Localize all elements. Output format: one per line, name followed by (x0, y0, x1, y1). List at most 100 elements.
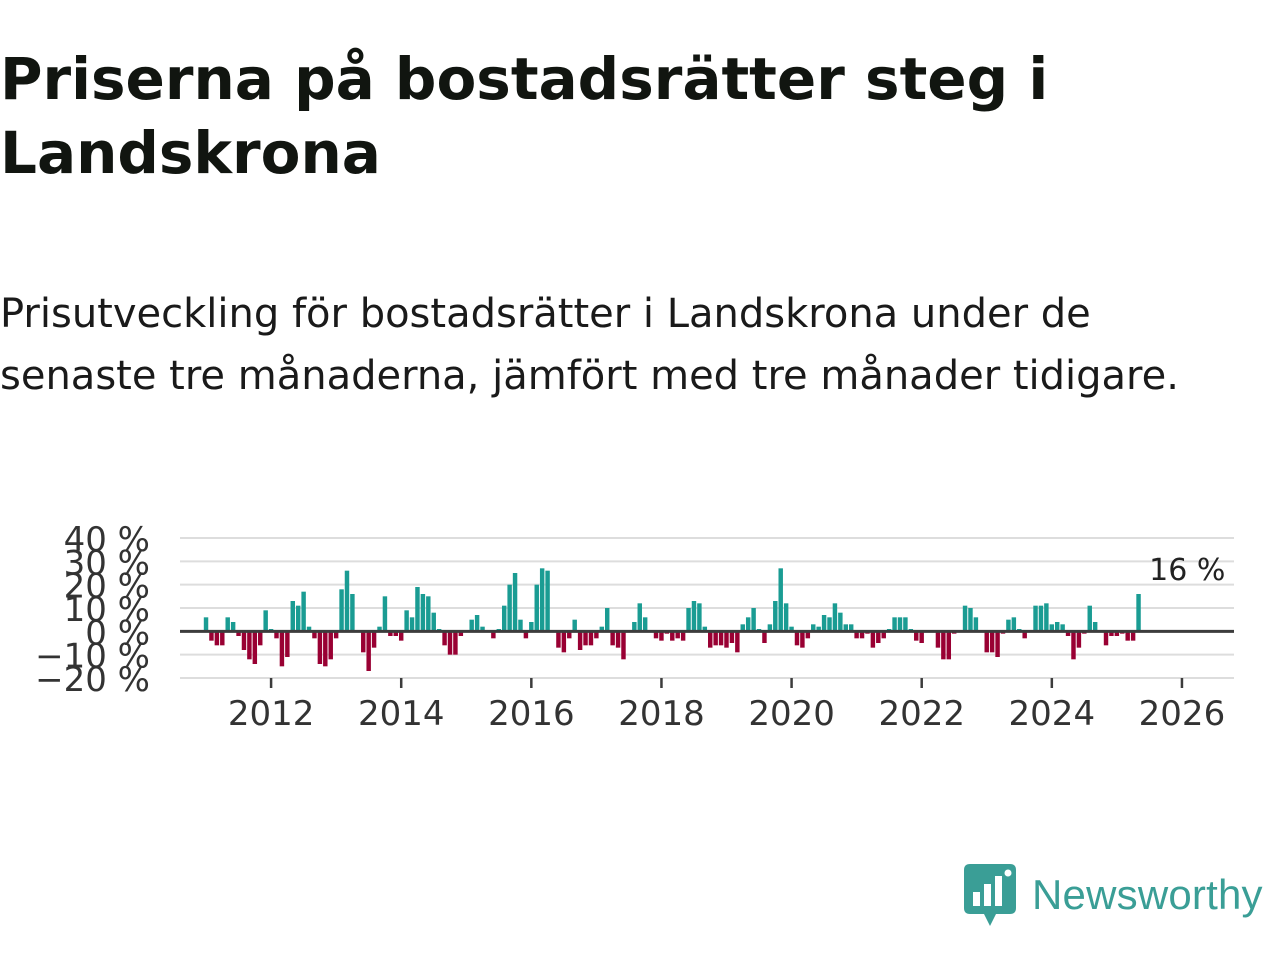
bar (621, 631, 626, 660)
bar (1033, 605, 1038, 632)
bar (333, 631, 339, 639)
newsworthy-logo-icon (964, 864, 1016, 926)
bar (691, 601, 697, 632)
y-tick-label: 10 % (64, 590, 150, 630)
bar (973, 617, 979, 632)
bar (713, 631, 718, 646)
bar (859, 631, 865, 639)
bar (821, 615, 827, 632)
bar (946, 631, 952, 660)
bar (572, 619, 577, 632)
x-tick-label: 2020 (748, 694, 835, 734)
bar (1109, 631, 1114, 636)
bar (431, 612, 436, 632)
bar (783, 603, 789, 632)
bar (919, 631, 924, 643)
bar (312, 631, 317, 639)
bar (230, 622, 236, 632)
bar (935, 631, 941, 648)
bar (642, 617, 648, 632)
bar (670, 631, 675, 641)
bar (588, 631, 594, 646)
bar (404, 610, 409, 632)
bar (778, 568, 783, 632)
bar (794, 631, 800, 646)
bar (881, 631, 886, 639)
bar (594, 631, 599, 639)
bar (1103, 631, 1109, 646)
bar (480, 626, 485, 632)
bar (702, 626, 708, 632)
bar (545, 570, 550, 632)
bar (735, 631, 740, 653)
bar (968, 608, 973, 632)
bar (816, 626, 821, 632)
bar (637, 603, 642, 632)
bar (583, 631, 588, 646)
bar (323, 631, 328, 667)
bar (914, 631, 919, 641)
bar (1044, 603, 1049, 632)
bar (214, 631, 220, 646)
bar (344, 570, 350, 632)
x-tick-label: 2024 (1009, 694, 1096, 734)
bar (1065, 631, 1071, 636)
bar (388, 631, 393, 636)
bar (556, 631, 561, 648)
bar (605, 608, 610, 632)
bar (1076, 631, 1082, 648)
x-tick-label: 2022 (878, 694, 965, 734)
bar (420, 594, 426, 632)
chart-title: Priserna på bostadsrätter steg i Landskr… (0, 45, 1049, 187)
bar (447, 631, 453, 655)
y-tick-label: 20 % (64, 567, 150, 607)
bar (1114, 631, 1120, 636)
bar (247, 631, 252, 660)
bar (393, 631, 399, 636)
bar (415, 587, 420, 632)
bar (290, 601, 295, 632)
y-tick-label: −20 % (35, 660, 150, 700)
bar (1011, 617, 1017, 632)
bar (995, 631, 1000, 657)
bar (751, 608, 756, 632)
bar (1125, 631, 1130, 641)
bar (610, 631, 615, 646)
bar (263, 610, 268, 632)
bar (523, 631, 529, 639)
bar (317, 631, 323, 664)
bar (561, 631, 567, 653)
bar (745, 617, 751, 632)
bar (366, 631, 371, 671)
bar (274, 631, 279, 639)
bar (989, 631, 995, 653)
bar (729, 631, 735, 643)
bar (371, 631, 377, 648)
bar (453, 631, 458, 655)
bar (827, 617, 832, 632)
bar (724, 631, 729, 648)
bar (789, 626, 794, 632)
bar (854, 631, 859, 639)
bar (1130, 631, 1136, 641)
bar (870, 631, 876, 648)
bar (328, 631, 333, 660)
bar (382, 596, 388, 632)
bar (892, 617, 897, 632)
bar (529, 622, 534, 632)
bar (295, 605, 301, 632)
chart-subtitle: Prisutveckling för bostadsrätter i Lands… (0, 291, 1179, 399)
axes: 40 %30 %20 %10 %0 %−10 %−20 % 2012 2014 201… (35, 520, 1234, 734)
bar (941, 631, 946, 660)
bar (773, 601, 778, 632)
y-tick-label: 0 % (85, 613, 150, 653)
bar (279, 631, 285, 667)
bar (474, 615, 480, 632)
x-tick-label: 2012 (228, 694, 315, 734)
grid-lines (180, 537, 1234, 679)
bar-chart: 40 %30 %20 %10 %0 %−10 %−20 % 2012 2014 201… (35, 520, 1234, 734)
bar (1049, 624, 1055, 632)
bar (897, 617, 903, 632)
bar (838, 612, 843, 632)
bar (469, 619, 474, 632)
